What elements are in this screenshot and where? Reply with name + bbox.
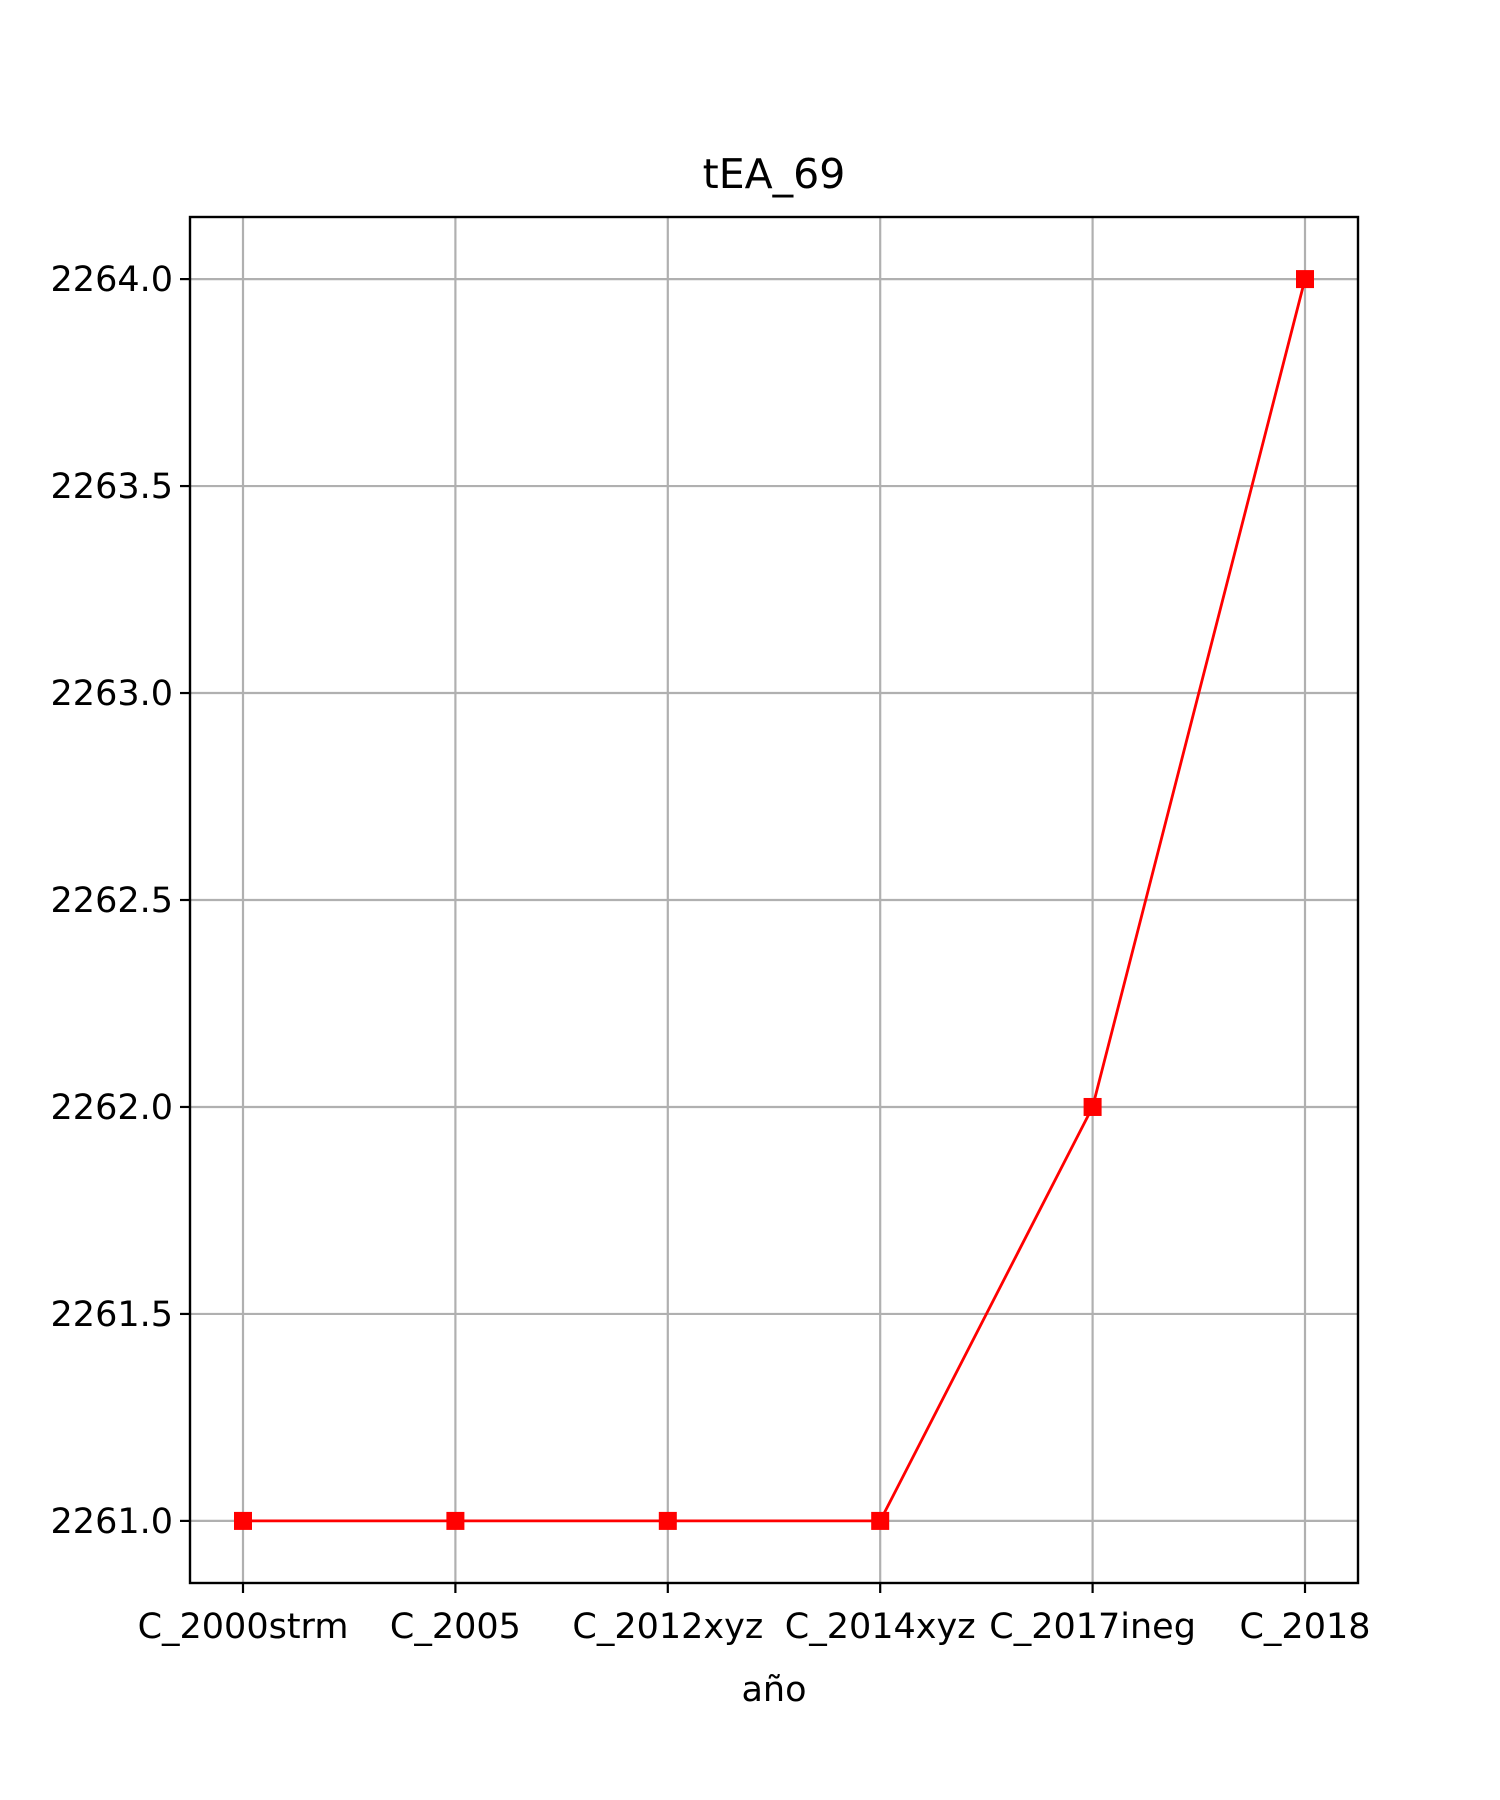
- data-point-marker: [1083, 1097, 1102, 1116]
- x-tick-label: C_2018: [1239, 1607, 1370, 1647]
- data-point-marker: [658, 1511, 677, 1530]
- x-axis-label: año: [741, 1670, 806, 1710]
- x-tick-label: C_2017ineg: [989, 1607, 1196, 1647]
- y-tick-label: 2261.5: [51, 1295, 173, 1335]
- y-tick-label: 2263.0: [51, 674, 173, 714]
- grid-lines: [190, 217, 1358, 1583]
- x-tick-label: C_2012xyz: [572, 1607, 763, 1647]
- x-tick-label: C_2000strm: [138, 1607, 349, 1647]
- plot-frame: [188, 215, 1360, 1585]
- series-layer: [234, 270, 1314, 1530]
- series-line: [243, 278, 1307, 1523]
- y-tick-label: 2261.0: [51, 1502, 173, 1542]
- x-tick-label: C_2014xyz: [785, 1607, 976, 1647]
- y-tick-label: 2262.5: [51, 881, 173, 921]
- y-tick-label: 2263.5: [51, 467, 173, 507]
- data-point-marker: [1296, 270, 1314, 289]
- data-point-marker: [871, 1511, 890, 1530]
- data-point-marker: [234, 1511, 252, 1530]
- y-tick-label: 2262.0: [51, 1088, 173, 1128]
- data-point-marker: [446, 1511, 465, 1530]
- axis-ticks: C_2000strm C_2005 C_2012xyz C_2014xyz C_2017…: [51, 260, 1371, 1647]
- y-tick-label: 2264.0: [51, 260, 173, 300]
- x-tick-label: C_2005: [390, 1607, 521, 1647]
- chart-title: tEA_69: [703, 150, 846, 198]
